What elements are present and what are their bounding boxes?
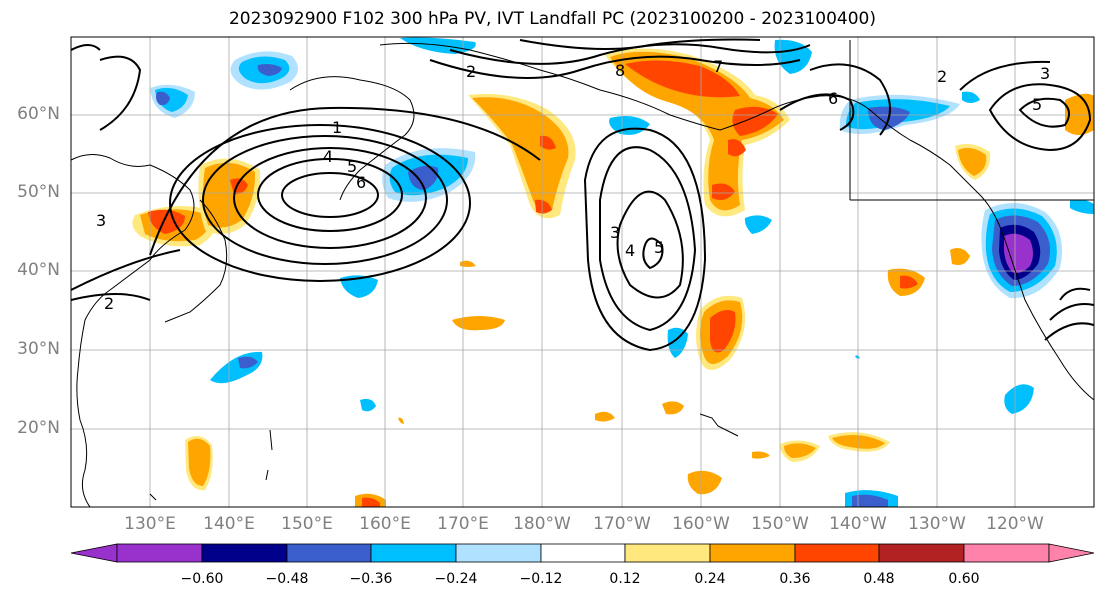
lon-label: 140°E — [203, 514, 255, 534]
coastlines — [71, 40, 1094, 507]
contour-label: 2 — [937, 67, 947, 86]
contour-label: 5 — [1032, 95, 1042, 114]
lat-label-30n: 30°N — [17, 339, 60, 359]
colorbar-seg-0 — [70, 543, 118, 563]
contour-label: 6 — [356, 173, 366, 192]
contour-label: 3 — [96, 211, 106, 230]
lon-label: 120°W — [986, 514, 1044, 534]
colorbar-tick: −0.48 — [265, 571, 309, 587]
lon-label: 160°W — [672, 514, 730, 534]
lon-label: 170°E — [437, 514, 489, 534]
blob-orange-aleutian — [468, 93, 576, 219]
colorbar-tick: −0.60 — [180, 571, 224, 587]
lon-label: 150°W — [751, 514, 809, 534]
lon-label: 140°W — [829, 514, 887, 534]
lon-label: 130°E — [124, 514, 176, 534]
contour-label: 6 — [828, 89, 838, 108]
lon-label: 160°E — [359, 514, 411, 534]
blob-orange-misc — [185, 93, 1094, 507]
lat-label-40n: 40°N — [17, 260, 60, 280]
contour-label: 8 — [615, 61, 625, 80]
shaded-anomalies — [132, 37, 1094, 507]
lon-label: 130°W — [908, 514, 966, 534]
lon-label: 150°E — [281, 514, 333, 534]
contour-label-group: 1 4 5 6 3 4 5 2 8 7 6 2 3 5 2 3 — [96, 57, 1050, 313]
contour-label: 2 — [104, 294, 114, 313]
contour-label: 4 — [625, 241, 635, 260]
chart-title: 2023092900 F102 300 hPa PV, IVT Landfall… — [228, 9, 876, 29]
colorbar-seg-8 — [709, 543, 796, 563]
blob-blue-2 — [150, 84, 195, 118]
map-border — [70, 36, 1095, 508]
contour-label: 7 — [713, 57, 723, 76]
colorbar-seg-9 — [794, 543, 880, 563]
lon-label: 180°W — [513, 514, 571, 534]
colorbar-tick: 0.36 — [779, 571, 811, 587]
lat-label-60n: 60°N — [17, 104, 60, 124]
lat-label-20n: 20°N — [17, 418, 60, 438]
graticule — [71, 37, 1094, 507]
contour-label: 5 — [347, 157, 357, 176]
lon-label: 170°W — [593, 514, 651, 534]
colorbar-seg-6 — [540, 543, 626, 563]
contour-label: 5 — [654, 238, 664, 257]
colorbar-tick: 0.60 — [948, 571, 980, 587]
contour-label: 1 — [332, 118, 342, 137]
contour-label: 4 — [323, 147, 333, 166]
colorbar-seg-5 — [455, 543, 542, 563]
contour-label: 3 — [1040, 64, 1050, 83]
colorbar-tick: −0.36 — [349, 571, 393, 587]
colorbar-seg-11 — [963, 543, 1050, 563]
colorbar-seg-4 — [370, 543, 457, 563]
colorbar-seg-2 — [201, 543, 288, 563]
contour-label: 3 — [610, 223, 620, 242]
colorbar-tick: 0.12 — [609, 571, 641, 587]
colorbar — [70, 543, 1095, 563]
colorbar-seg-3 — [286, 543, 372, 563]
blob-nw-blue — [230, 51, 299, 90]
lat-label-50n: 50°N — [17, 182, 60, 202]
colorbar-tick: −0.24 — [434, 571, 478, 587]
colorbar-tick: −0.12 — [519, 571, 563, 587]
colorbar-seg-7 — [624, 543, 711, 563]
colorbar-seg-10 — [878, 543, 965, 563]
blob-blue-small — [210, 215, 1034, 507]
blob-orange-alaska — [605, 48, 790, 217]
contours — [71, 38, 1094, 352]
contour-label: 2 — [466, 62, 476, 81]
colorbar-tick: 0.48 — [863, 571, 895, 587]
colorbar-seg-1 — [116, 543, 203, 563]
colorbar-tick: 0.24 — [694, 571, 726, 587]
blob-blue-3 — [382, 148, 476, 202]
colorbar-seg-12 — [1048, 543, 1095, 563]
